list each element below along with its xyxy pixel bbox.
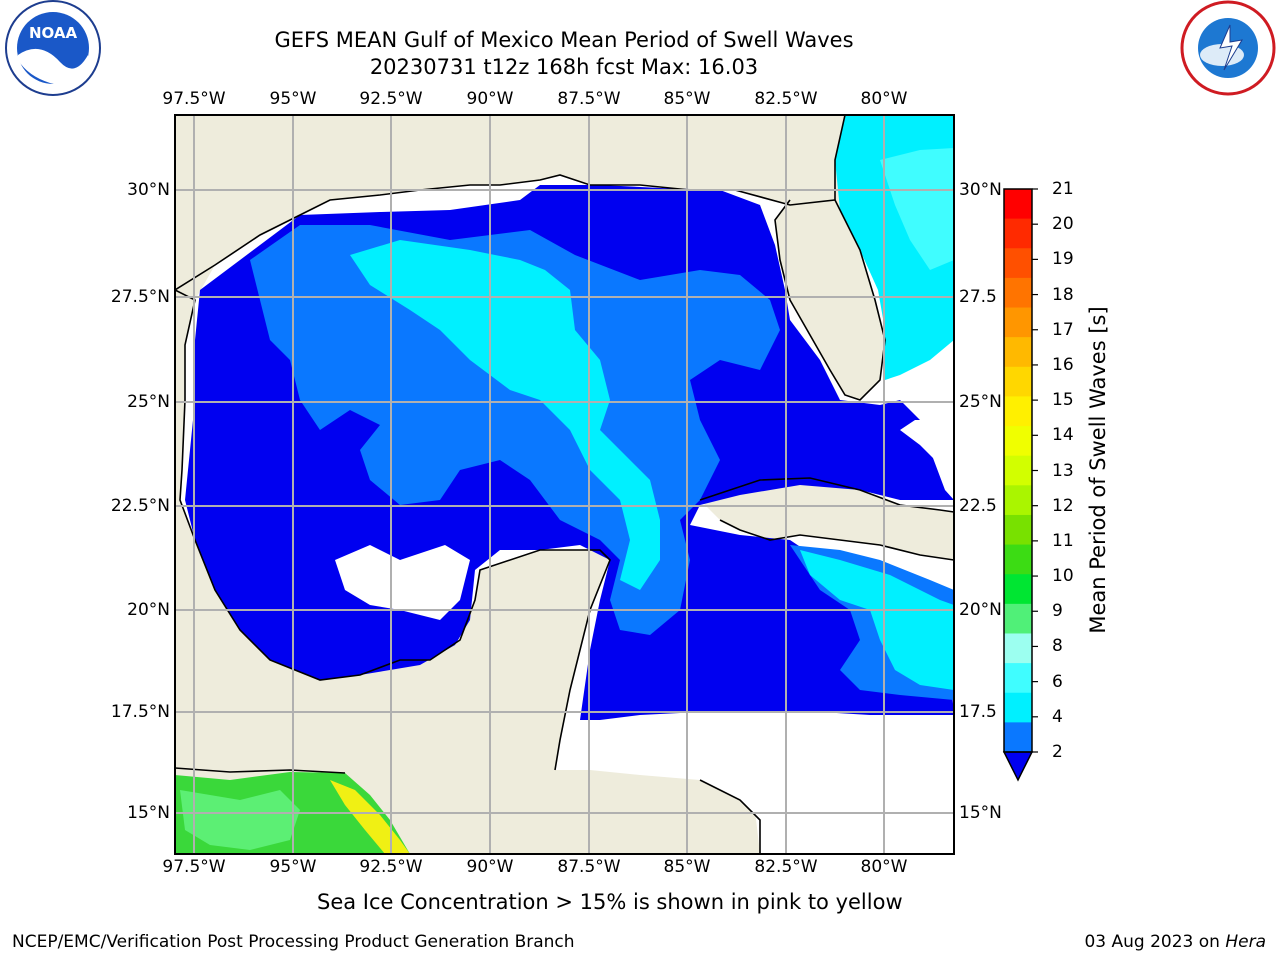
lat-label-right: 20°N xyxy=(959,600,1002,620)
colorbar-segment xyxy=(1004,337,1032,368)
lon-label-bottom: 85°W xyxy=(663,857,711,877)
swell-field-green-light-pacific xyxy=(180,790,300,850)
lon-label-bottom: 87.5°W xyxy=(557,857,621,877)
lon-label-bottom: 90°W xyxy=(466,857,514,877)
lat-label-left: 17.5°N xyxy=(110,702,170,722)
sea-ice-note: Sea Ice Concentration > 15% is shown in … xyxy=(317,890,903,914)
lat-label-right: 22.5 xyxy=(959,496,997,516)
colorbar-tick-label: 15 xyxy=(1052,390,1074,411)
lon-label-top: 92.5°W xyxy=(359,89,423,109)
lon-label-top: 82.5°W xyxy=(754,89,818,109)
colorbar-tick-label: 8 xyxy=(1052,636,1063,657)
lon-label-bottom: 95°W xyxy=(269,857,317,877)
colorbar-tick-label: 4 xyxy=(1052,706,1063,727)
colorbar-label: Mean Period of Swell Waves [s] xyxy=(1086,306,1110,634)
nodata-patch xyxy=(560,715,954,854)
lon-label-bottom: 80°W xyxy=(860,857,908,877)
colorbar-tick-label: 13 xyxy=(1052,460,1074,481)
lat-label-left: 25°N xyxy=(127,392,170,412)
lon-label-top: 87.5°W xyxy=(557,89,621,109)
colorbar xyxy=(1002,188,1038,782)
colorbar-segment xyxy=(1004,366,1032,397)
lon-label-top: 97.5°W xyxy=(162,89,226,109)
lat-label-right: 17.5 xyxy=(959,702,997,722)
lat-label-left: 15°N xyxy=(127,803,170,823)
lon-label-bottom: 92.5°W xyxy=(359,857,423,877)
swell-field-cyan-caribbean xyxy=(800,550,954,690)
map-title: GEFS MEAN Gulf of Mexico Mean Period of … xyxy=(274,28,854,52)
lon-label-top: 85°W xyxy=(663,89,711,109)
swell-field-cyan xyxy=(350,240,660,590)
lat-label-left: 20°N xyxy=(127,600,170,620)
colorbar-segment xyxy=(1004,692,1032,723)
colorbar-segment xyxy=(1004,485,1032,516)
colorbar-tick-label: 17 xyxy=(1052,319,1074,340)
colorbar-tick-label: 20 xyxy=(1052,214,1074,235)
graticule xyxy=(175,115,954,854)
colorbar-tick-label: 16 xyxy=(1052,354,1074,375)
colorbar-segment xyxy=(1004,248,1032,279)
lon-label-bottom: 97.5°W xyxy=(162,857,226,877)
colorbar-tick-label: 2 xyxy=(1052,742,1063,762)
colorbar-segment xyxy=(1004,544,1032,575)
colorbar-extend-arrow xyxy=(1002,751,1034,782)
nodata-patch xyxy=(335,545,470,620)
land-area-florida xyxy=(775,115,885,400)
lat-label-right: 15°N xyxy=(959,803,1002,823)
map-subtitle: 20230731 t12z 168h fcst Max: 16.03 xyxy=(369,55,759,79)
colorbar-segment xyxy=(1004,277,1032,309)
lon-label-top: 80°W xyxy=(860,89,908,109)
colorbar-tick-label: 18 xyxy=(1052,284,1074,305)
footer-system: Hera xyxy=(1225,932,1266,952)
footer-date-text: 03 Aug 2023 on xyxy=(1084,932,1220,952)
swell-field-cyan-light-atlantic xyxy=(880,148,954,270)
colorbar-segment xyxy=(1004,189,1032,220)
colorbar-tick-label: 6 xyxy=(1052,671,1063,692)
noaa-logo: NOAA xyxy=(5,0,101,96)
lon-label-bottom: 82.5°W xyxy=(754,857,818,877)
lat-label-left: 30°N xyxy=(127,180,170,200)
colorbar-segment xyxy=(1004,574,1032,605)
land-area-cuba xyxy=(700,478,954,560)
nodata-patch xyxy=(900,420,954,470)
colorbar-segment xyxy=(1004,455,1032,486)
colorbar-tick-label: 9 xyxy=(1052,601,1063,622)
lon-label-top: 90°W xyxy=(466,89,514,109)
coastline xyxy=(175,115,954,854)
lat-label-right: 30°N xyxy=(959,180,1002,200)
colorbar-segment xyxy=(1004,396,1032,427)
footer-date: 03 Aug 2023 on Hera xyxy=(1084,932,1266,952)
colorbar-segment xyxy=(1004,663,1032,694)
colorbar-tick-label: 21 xyxy=(1052,179,1074,199)
lat-label-left: 22.5°N xyxy=(110,496,170,516)
colorbar-segment xyxy=(1004,307,1032,338)
map-frame xyxy=(174,114,955,855)
lon-label-top: 95°W xyxy=(269,89,317,109)
nws-logo xyxy=(1180,0,1276,96)
colorbar-tick-label: 11 xyxy=(1052,530,1074,551)
colorbar-tick-label: 12 xyxy=(1052,495,1074,516)
lat-label-right: 27.5 xyxy=(959,287,997,307)
colorbar-segment xyxy=(1004,514,1032,546)
svg-text:NOAA: NOAA xyxy=(29,24,78,42)
colorbar-segment xyxy=(1004,218,1032,249)
colorbar-tick-label: 19 xyxy=(1052,249,1074,270)
colorbar-tick-label: 14 xyxy=(1052,425,1074,446)
colorbar-segment xyxy=(1004,426,1032,457)
colorbar-segment xyxy=(1004,722,1032,753)
colorbar-segment xyxy=(1004,633,1032,664)
colorbar-segment xyxy=(1004,603,1032,634)
lat-label-right: 25°N xyxy=(959,392,1002,412)
colorbar-tick-label: 10 xyxy=(1052,566,1074,587)
footer-credit: NCEP/EMC/Verification Post Processing Pr… xyxy=(12,932,575,952)
lat-label-left: 27.5°N xyxy=(110,287,170,307)
